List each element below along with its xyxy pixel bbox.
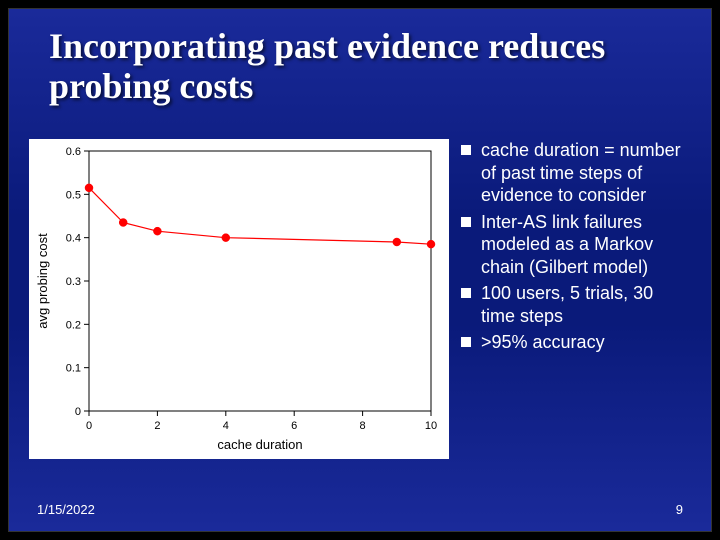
- slide: Incorporating past evidence reduces prob…: [8, 8, 712, 532]
- bullet-marker-icon: [461, 217, 471, 227]
- footer-page-number: 9: [676, 502, 683, 517]
- svg-text:0.4: 0.4: [66, 233, 81, 245]
- svg-text:2: 2: [154, 420, 160, 432]
- svg-text:8: 8: [360, 420, 366, 432]
- bullet-text: Inter-AS link failures modeled as a Mark…: [481, 211, 691, 279]
- svg-text:cache duration: cache duration: [217, 437, 302, 452]
- footer-date: 1/15/2022: [37, 502, 95, 517]
- bullet-marker-icon: [461, 288, 471, 298]
- chart-container: 0 2 4 6 8 10 0 0.1 0.2 0.3 0.4 0.5 0.6 cache duration…: [29, 139, 449, 459]
- slide-title: Incorporating past evidence reduces prob…: [49, 27, 691, 106]
- bullet-text: >95% accuracy: [481, 331, 605, 354]
- svg-text:0.6: 0.6: [66, 146, 81, 158]
- bullet-item: cache duration = number of past time ste…: [461, 139, 691, 207]
- svg-text:avg probing cost: avg probing cost: [35, 233, 50, 329]
- chart: 0 2 4 6 8 10 0 0.1 0.2 0.3 0.4 0.5 0.6 cache duration…: [29, 139, 449, 459]
- bullet-marker-icon: [461, 337, 471, 347]
- bullet-item: Inter-AS link failures modeled as a Mark…: [461, 211, 691, 279]
- svg-text:10: 10: [425, 420, 437, 432]
- bullet-item: 100 users, 5 trials, 30 time steps: [461, 282, 691, 327]
- svg-text:0.3: 0.3: [66, 276, 81, 288]
- content-area: 0 2 4 6 8 10 0 0.1 0.2 0.3 0.4 0.5 0.6 cache duration…: [29, 139, 691, 481]
- svg-text:6: 6: [291, 420, 297, 432]
- svg-text:0: 0: [86, 420, 92, 432]
- bullet-marker-icon: [461, 145, 471, 155]
- svg-text:0.5: 0.5: [66, 189, 81, 201]
- svg-text:0.1: 0.1: [66, 363, 81, 375]
- svg-text:0: 0: [75, 406, 81, 418]
- bullet-list: cache duration = number of past time ste…: [449, 139, 691, 481]
- bullet-item: >95% accuracy: [461, 331, 691, 354]
- bullet-text: cache duration = number of past time ste…: [481, 139, 691, 207]
- bullet-text: 100 users, 5 trials, 30 time steps: [481, 282, 691, 327]
- svg-text:0.2: 0.2: [66, 319, 81, 331]
- svg-text:4: 4: [223, 420, 229, 432]
